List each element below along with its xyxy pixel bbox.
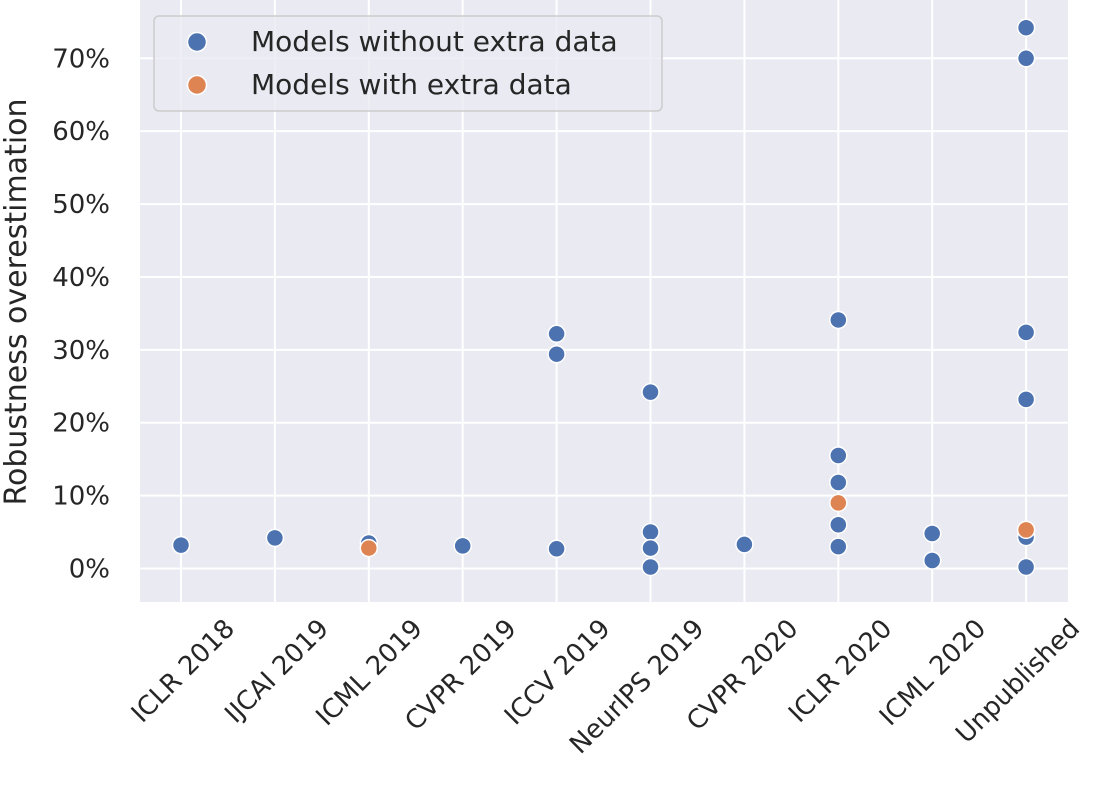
data-point (829, 310, 848, 330)
y-tick-label: 10% (52, 482, 110, 512)
y-tick-labels: 0% 10% 20% 30% 40% 50% 60% 70% (52, 44, 110, 584)
data-point (829, 493, 848, 513)
data-point (547, 344, 566, 364)
data-point (1016, 390, 1036, 409)
data-point (1016, 49, 1036, 68)
data-point (922, 524, 942, 543)
legend-label-with-extra-data: Models with extra data (251, 68, 572, 101)
legend-marker-without-extra-data (186, 31, 208, 53)
data-point (829, 446, 848, 465)
y-tick-label: 40% (52, 263, 110, 293)
data-point (829, 537, 848, 556)
y-tick-label: 20% (52, 409, 110, 439)
legend: Models without extra data Models with ex… (153, 15, 663, 112)
data-point (453, 536, 472, 556)
data-point (1016, 18, 1036, 37)
legend-marker-with-extra-data (186, 74, 208, 96)
data-point (547, 539, 566, 559)
data-point (641, 538, 660, 558)
data-points (171, 18, 1036, 577)
data-point (829, 515, 848, 534)
data-point (735, 535, 754, 554)
data-point (829, 473, 848, 492)
y-tick-label: 0% (69, 554, 110, 584)
data-point (641, 557, 660, 577)
data-point (265, 528, 285, 548)
legend-label-without-extra-data: Models without extra data (251, 25, 618, 58)
data-point (641, 382, 660, 402)
data-point (1016, 520, 1036, 540)
data-point (171, 535, 191, 555)
y-tick-label: 70% (52, 44, 110, 74)
data-point (641, 522, 660, 542)
y-tick-label: 30% (52, 336, 110, 366)
y-tick-label: 60% (52, 117, 110, 147)
data-point (1016, 323, 1036, 342)
y-tick-label: 50% (52, 190, 110, 220)
legend-box (153, 15, 663, 112)
data-point (922, 551, 942, 570)
data-point (1016, 557, 1036, 577)
y-axis-label: Robustness overestimation (0, 98, 34, 505)
data-point (359, 538, 379, 558)
data-point (547, 324, 566, 344)
